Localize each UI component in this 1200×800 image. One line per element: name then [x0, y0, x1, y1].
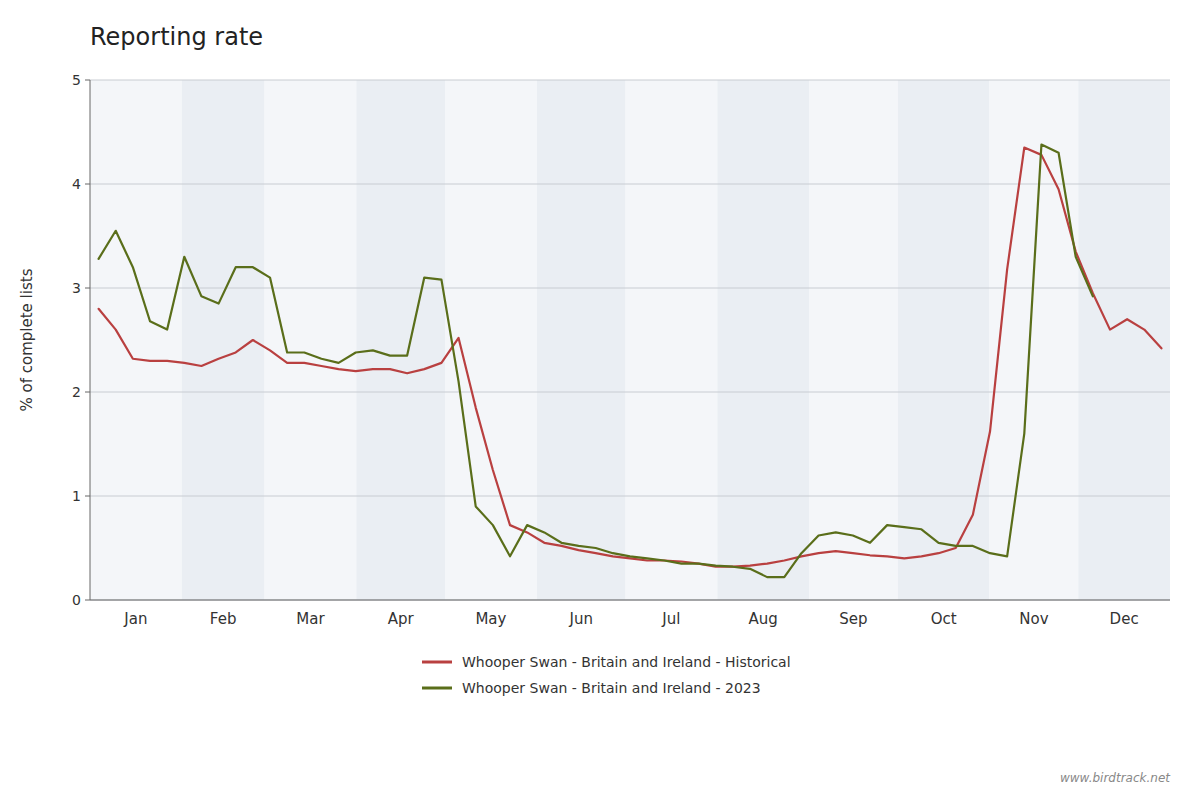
series-line — [99, 148, 1162, 567]
month-label: Nov — [1019, 610, 1048, 628]
month-band — [717, 80, 809, 600]
month-band — [626, 80, 718, 600]
month-bands — [90, 80, 1170, 600]
y-grid — [90, 80, 1170, 600]
tick-mark — [85, 184, 90, 185]
tick-mark — [85, 496, 90, 497]
month-band — [809, 80, 898, 600]
x-axis — [90, 600, 1170, 601]
grid-line — [90, 184, 1170, 185]
tick-mark — [85, 80, 90, 81]
lines — [99, 144, 1162, 577]
month-label: Aug — [749, 610, 778, 628]
month-band — [990, 80, 1079, 600]
legend-swatch — [422, 687, 452, 690]
month-label: Feb — [210, 610, 237, 628]
month-label: Oct — [931, 610, 957, 628]
watermark: www.birdtrack.net — [1060, 771, 1171, 785]
legend: Whooper Swan - Britain and Ireland - His… — [422, 654, 791, 696]
y-axis — [90, 80, 91, 600]
tick-mark — [85, 392, 90, 393]
tick-label: 3 — [72, 280, 81, 296]
legend-label: Whooper Swan - Britain and Ireland - 202… — [462, 680, 761, 696]
grid-line — [90, 288, 1170, 289]
month-band — [356, 80, 445, 600]
tick-label: 0 — [72, 592, 81, 608]
grid-line — [90, 80, 1170, 81]
month-label: Apr — [388, 610, 415, 628]
grid-line — [90, 600, 1170, 601]
tick-mark — [85, 288, 90, 289]
month-band — [265, 80, 357, 600]
grid-line — [90, 496, 1170, 497]
tick-mark — [85, 600, 90, 601]
chart: Reporting rate 0 1 2 3 4 5 Jan Feb Mar Apr May Jun Ju… — [0, 0, 1200, 800]
tick-label: 4 — [72, 176, 81, 192]
title: Reporting rate — [90, 23, 263, 51]
y-ticks: 0 1 2 3 4 5 — [72, 72, 90, 608]
y-axis-label: % of complete lists — [18, 268, 36, 411]
month-band — [537, 80, 626, 600]
legend-label: Whooper Swan - Britain and Ireland - His… — [462, 654, 791, 670]
month-label: May — [475, 610, 506, 628]
month-label: Sep — [839, 610, 867, 628]
tick-label: 5 — [72, 72, 81, 88]
series-line — [99, 144, 1093, 577]
month-label: Jan — [123, 610, 147, 628]
month-label: Mar — [296, 610, 325, 628]
month-label: Jul — [661, 610, 680, 628]
month-label: Dec — [1110, 610, 1139, 628]
legend-swatch — [422, 661, 452, 664]
month-band — [1078, 80, 1170, 600]
month-band — [898, 80, 990, 600]
tick-label: 1 — [72, 488, 81, 504]
month-label: Jun — [568, 610, 592, 628]
tick-label: 2 — [72, 384, 81, 400]
grid-line — [90, 392, 1170, 393]
month-band — [90, 80, 182, 600]
